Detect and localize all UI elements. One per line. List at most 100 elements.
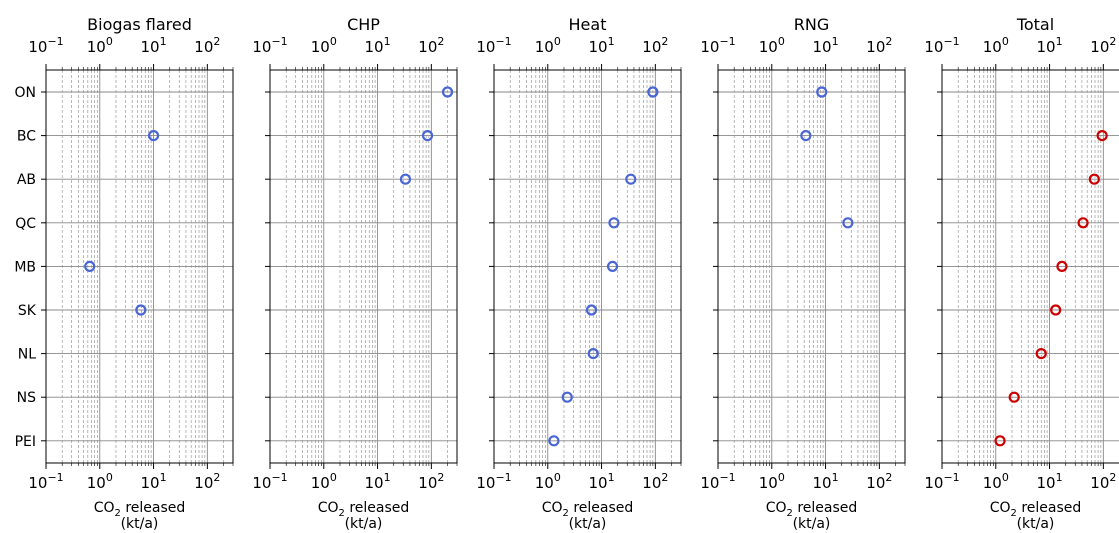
x-tick-label-bottom: 100: [983, 471, 1009, 492]
x-tick-label-top: 100: [983, 35, 1009, 56]
axes-frame: [493, 69, 682, 464]
data-point-ns: [1008, 391, 1020, 403]
data-point-bc: [800, 130, 812, 142]
x-tick-label-bottom: 102: [194, 471, 220, 492]
x-axis-label: CO2 released: [990, 500, 1082, 519]
y-tick-label: BC: [17, 129, 36, 145]
x-tick-label-bottom: 10−1: [476, 471, 511, 492]
x-tick-label-bottom: 10−1: [28, 471, 63, 492]
x-axis-unit-label: (kt/a): [569, 516, 607, 532]
data-point-on: [816, 86, 828, 98]
x-tick-label-top: 10−1: [700, 35, 735, 56]
x-tick-label-top: 102: [866, 35, 892, 56]
x-tick-label-bottom: 10−1: [252, 471, 287, 492]
x-tick-label-top: 100: [311, 35, 337, 56]
x-axis-label: CO2 released: [94, 500, 186, 519]
x-tick-label-bottom: 101: [365, 471, 391, 492]
data-point-bc: [1096, 130, 1108, 142]
data-point-ab: [1088, 173, 1100, 185]
x-tick-label-bottom: 102: [1090, 471, 1116, 492]
axes-frame: [45, 69, 234, 464]
data-point-mb: [606, 260, 619, 272]
data-point-qc: [842, 217, 854, 229]
x-tick-label-top: 101: [141, 35, 167, 56]
data-point-ab: [399, 173, 412, 185]
x-tick-label-top: 102: [418, 35, 444, 56]
axes-frame: [269, 69, 458, 464]
x-tick-label-bottom: 10−1: [924, 471, 959, 492]
x-tick-label-top: 101: [813, 35, 839, 56]
data-point-nl: [1035, 348, 1047, 360]
data-point-bc: [147, 130, 160, 142]
x-axis-label: CO2 released: [318, 500, 410, 519]
panel-title: Heat: [569, 15, 607, 34]
x-axis-unit-label: (kt/a): [121, 516, 159, 532]
data-point-ns: [561, 391, 573, 403]
y-tick-label: QC: [15, 216, 36, 232]
x-tick-label-top: 10−1: [924, 35, 959, 56]
panel-rng: 10−1 10−1 100 100 101 101 102 102 RNG CO2 release…: [700, 15, 906, 532]
y-tick-label: AB: [17, 172, 36, 188]
x-tick-label-top: 10−1: [252, 35, 287, 56]
data-point-bc: [421, 130, 434, 142]
x-tick-label-bottom: 100: [759, 471, 785, 492]
data-point-pei: [548, 435, 560, 447]
x-tick-label-top: 10−1: [476, 35, 511, 56]
x-tick-label-bottom: 101: [1037, 471, 1063, 492]
x-tick-label-bottom: 101: [813, 471, 839, 492]
x-tick-label-top: 102: [1090, 35, 1116, 56]
y-tick-label: ON: [15, 85, 37, 101]
x-axis-unit-label: (kt/a): [345, 516, 383, 532]
panel-total: 10−1 10−1 100 100 101 101 102 102 Total CO2 relea…: [924, 15, 1119, 532]
x-tick-label-top: 101: [1037, 35, 1063, 56]
axes-frame: [941, 69, 1119, 464]
y-tick-label: NS: [17, 390, 36, 406]
x-tick-label-bottom: 100: [311, 471, 337, 492]
panel-title: CHP: [347, 15, 380, 34]
panel-chp: 10−1 10−1 100 100 101 101 102 102 CHP CO2 release…: [252, 15, 458, 532]
data-point-nl: [587, 348, 599, 360]
x-axis-unit-label: (kt/a): [1017, 516, 1055, 532]
y-tick-label: MB: [14, 259, 36, 275]
x-tick-label-bottom: 100: [87, 471, 113, 492]
panel-heat: 10−1 10−1 100 100 101 101 102 102 Heat CO2 releas…: [476, 15, 682, 532]
x-tick-label-top: 100: [87, 35, 113, 56]
data-point-sk: [135, 304, 147, 316]
x-axis-unit-label: (kt/a): [793, 516, 831, 532]
data-point-ab: [625, 173, 637, 185]
x-tick-label-top: 102: [194, 35, 220, 56]
data-point-pei: [994, 435, 1006, 447]
x-tick-label-bottom: 10−1: [700, 471, 735, 492]
panel-title: RNG: [794, 15, 829, 34]
x-axis-label: CO2 released: [766, 500, 858, 519]
data-point-sk: [1050, 304, 1062, 316]
data-point-qc: [1077, 217, 1089, 229]
panel-title: Total: [1016, 15, 1054, 34]
data-point-mb: [1056, 260, 1068, 272]
axes-frame: [717, 69, 906, 464]
x-axis-label: CO2 released: [542, 500, 634, 519]
x-tick-label-bottom: 102: [866, 471, 892, 492]
data-point-sk: [585, 304, 598, 316]
x-tick-label-top: 101: [589, 35, 615, 56]
data-point-on: [647, 86, 659, 98]
panel-title: Biogas flared: [87, 15, 192, 34]
x-tick-label-top: 100: [759, 35, 785, 56]
x-tick-label-top: 102: [642, 35, 668, 56]
x-tick-label-top: 101: [365, 35, 391, 56]
y-tick-label: PEI: [15, 434, 36, 450]
data-point-on: [441, 86, 454, 98]
data-point-mb: [84, 260, 96, 272]
panel-biogas-flared: 10−1 10−1 100 100 101 101 102 102 ON BC AB QC MB SK NL…: [14, 15, 234, 532]
x-tick-label-bottom: 101: [589, 471, 615, 492]
x-tick-label-top: 10−1: [28, 35, 63, 56]
x-tick-label-bottom: 102: [418, 471, 444, 492]
x-tick-label-bottom: 101: [141, 471, 167, 492]
y-tick-label: NL: [18, 347, 36, 363]
x-tick-label-bottom: 102: [642, 471, 668, 492]
data-point-qc: [608, 217, 620, 229]
y-tick-label: SK: [18, 303, 37, 319]
x-tick-label-top: 100: [535, 35, 561, 56]
x-tick-label-bottom: 100: [535, 471, 561, 492]
